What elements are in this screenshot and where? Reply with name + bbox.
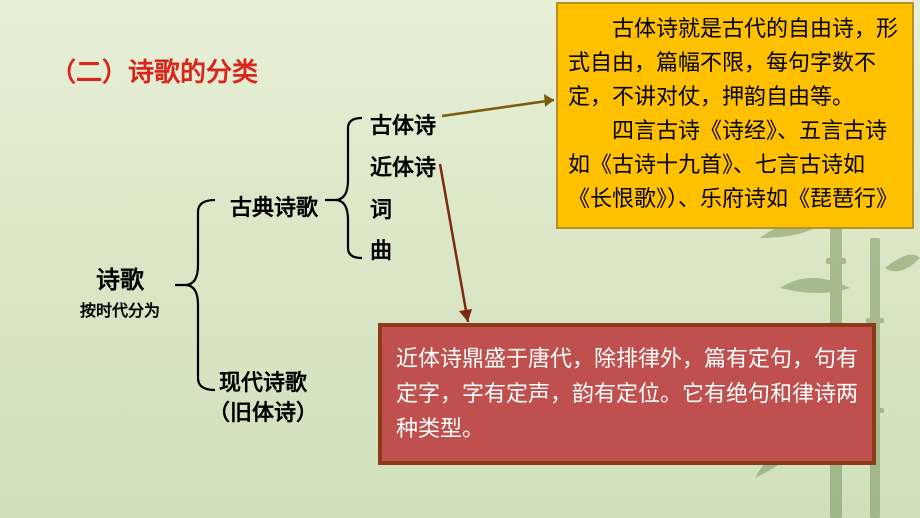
branch-classical: 古典诗歌 [230,190,318,222]
root-sub-label: 按时代分为 [80,297,160,321]
callout-jintishi-text: 近体诗鼎盛于唐代，除排律外，篇有定句，句有定字，字有定声，韵有定位。它有绝句和律… [396,346,858,441]
title-text: （二）诗歌的分类 [50,58,258,87]
branch-modern-line1: 现代诗歌 [208,368,318,398]
root-main-label: 诗歌 [80,260,160,295]
callout-gutishi-p1: 古体诗就是古代的自由诗，形式自由，篇幅不限，每句字数不定，不讲对仗，押韵自由等。 [568,12,902,114]
branch-classical-label: 古典诗歌 [230,195,318,220]
callout-jintishi: 近体诗鼎盛于唐代，除排律外，篇有定句，句有定字，字有定声，韵有定位。它有绝句和律… [378,323,876,465]
leaf-item: 曲 [370,230,436,272]
leaf-item: 词 [370,189,436,231]
branch-modern-line2: （旧体诗） [208,398,318,428]
section-title: （二）诗歌的分类 [50,52,258,89]
leaf-item: 近体诗 [370,147,436,189]
callout-gutishi-p2: 四言古诗《诗经》、五言古诗如《古诗十九首》、七言古诗如《长恨歌》）、乐府诗如《琵… [568,114,902,216]
callout-gutishi: 古体诗就是古代的自由诗，形式自由，篇幅不限，每句字数不定，不讲对仗，押韵自由等。… [556,2,914,229]
root-node: 诗歌 按时代分为 [80,260,160,321]
leaf-item: 古体诗 [370,105,436,147]
leaf-list: 古体诗 近体诗 词 曲 [370,105,436,272]
branch-modern: 现代诗歌 （旧体诗） [208,368,318,427]
